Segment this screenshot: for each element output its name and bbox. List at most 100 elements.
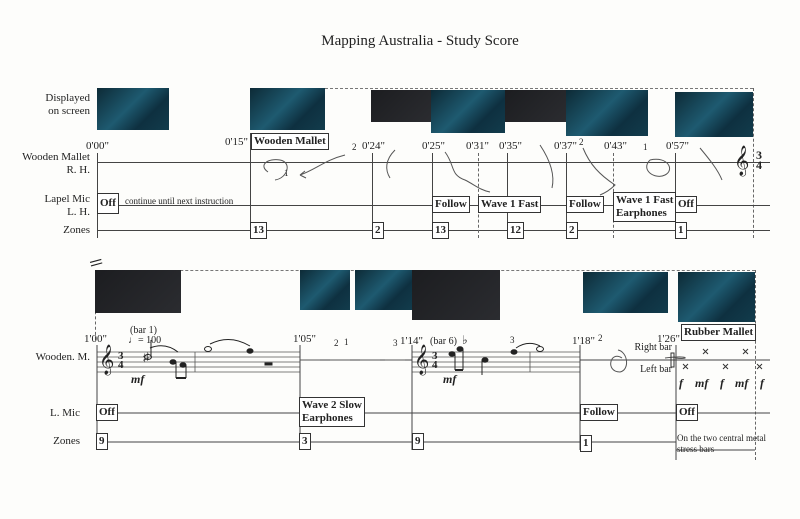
screen-image [566,90,648,136]
row-label-mallet: Wooden. M. [35,351,90,363]
screen-image-title [97,88,169,130]
treble-clef-icon: 𝄞 [414,345,430,374]
continue-text: continue until next instruction [125,196,234,206]
bar-label: (bar 1) [130,325,157,336]
notes [144,339,544,379]
mic-wave-box: Wave 1 Fast [478,196,542,213]
time-marker: 0'25" [422,140,445,152]
treble-clef-icon: 𝄞 [734,146,750,175]
tempo-marking: ♩= 100 [128,335,161,346]
time-line [372,153,373,238]
left-bar-label: Left bar [640,364,672,375]
end-dashed-line [755,270,756,460]
screen-image [355,270,412,310]
dynamic-mark: mf [131,372,145,386]
hand-number: 2 [579,137,584,147]
time-line-dashed [478,153,479,238]
box-line: Earphones [616,207,667,219]
flat-icon: ♭ [462,333,468,347]
label-line: Displayed [45,92,90,104]
dynamic-mark: f [760,376,764,390]
time-marker: 0'43" [604,140,627,152]
label-line: Wooden Mallet [22,151,90,163]
note-line: stress bars [677,444,715,454]
ts-bottom: 4 [118,359,124,371]
ts-bottom: 4 [432,359,438,371]
mic-off-box: Off [97,193,119,214]
screen-image [371,90,431,122]
row-label-mic: L. Mic [50,407,80,419]
zone-box: 1 [580,435,592,452]
mic-follow-box: Follow [432,196,470,213]
hand-number: 1 [344,337,349,347]
zone-note: On the two central metal stress bars [677,433,766,455]
zone-box: 2 [372,222,384,239]
staff-1 [97,351,300,373]
triplet-mark: 3 [510,335,515,345]
screen-image-text [412,270,500,320]
screen-image [505,90,566,122]
label-line: L. H. [67,206,90,218]
zone-box: 9 [412,433,424,450]
time-marker: 1'14" [400,335,423,347]
screen-image [250,88,325,130]
zone-box: 13 [432,222,449,239]
ts-top: 3 [756,148,762,162]
dynamic-mark: mf [695,376,709,390]
time-marker: 0'00" [86,140,109,152]
mic-follow-box: Follow [566,196,604,213]
zone-box: 12 [507,222,524,239]
zone-box: 3 [299,433,311,450]
time-marker: 1'26" [657,333,680,345]
zone-box: 13 [250,222,267,239]
hand-number: 2 [598,333,603,343]
label-line: Lapel Mic [44,193,90,205]
time-marker: 0'31" [466,140,489,152]
screen-image-text [95,270,181,313]
time-marker: 1'00" [84,333,107,345]
label-line: R. H. [66,164,90,176]
screen-image [675,92,753,137]
screen-dashed-line [250,88,753,89]
bar-label: (bar 6) [430,336,457,347]
time-marker: 1'05" [293,333,316,345]
time-marker: 0'37" [554,140,577,152]
hand-number: 2 [334,338,339,348]
hand-number: 1 [643,142,648,152]
screen-image [431,90,505,133]
box-line: Earphones [302,412,353,424]
mic-follow-box: Follow [580,404,618,421]
handwritten-arrows [263,144,723,373]
hand-number: 2 [352,142,357,152]
zone-box: 9 [96,433,108,450]
row-label-mallet: Wooden Mallet R. H. [0,151,90,177]
row-label-mic: Lapel Mic L. H. [0,193,90,219]
tempo-value: = 100 [138,335,162,346]
screen-image [678,272,755,322]
mic-wave-earphones-box: Wave 1 Fast Earphones [613,192,677,222]
mallet-line [97,162,770,163]
mic-off-box: Off [675,196,697,213]
time-marker: 0'57" [666,140,689,152]
ts-top: 3 [118,350,124,362]
score-title: Mapping Australia - Study Score [321,33,519,49]
mic-wave-earphones-box: Wave 2 Slow Earphones [299,397,365,427]
treble-clef-icon: 𝄞 [99,345,115,374]
dynamic-mark: mf [735,376,749,390]
ts-top: 3 [432,350,438,362]
box-line: Wave 2 Slow [302,399,362,411]
dynamic-mark: f [720,376,724,390]
box-line: Wave 1 Fast [616,194,674,206]
time-line [250,133,251,238]
staff-2 [412,351,580,373]
screen-image [300,270,350,310]
label-line: on screen [48,105,90,117]
time-marker: 1'18" [572,335,595,347]
time-marker: 0'24" [362,140,385,152]
hand-number: 1 [284,168,289,178]
time-marker: 0'35" [499,140,522,152]
